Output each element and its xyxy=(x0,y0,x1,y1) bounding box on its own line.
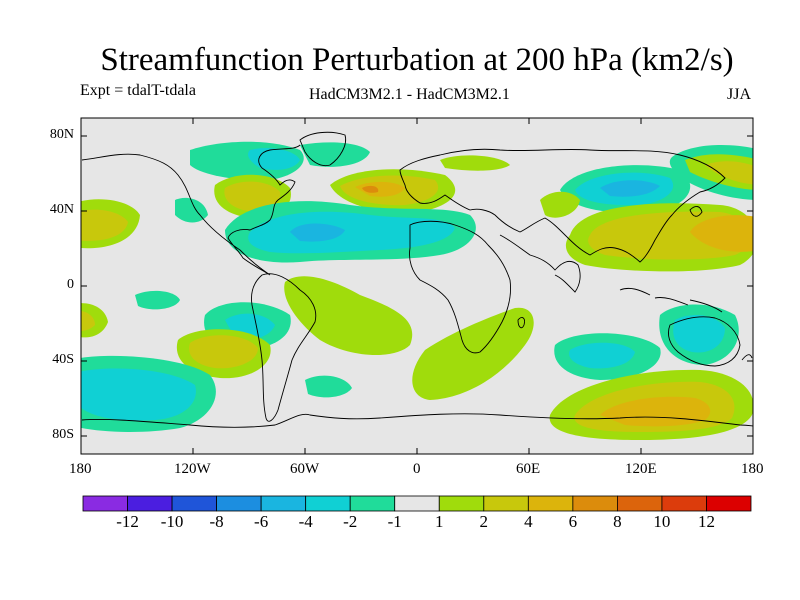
colorbar-swatch xyxy=(260,495,307,512)
colorbar-tick-label: 6 xyxy=(568,512,578,531)
colorbar-tick-label: -2 xyxy=(343,512,358,531)
lat-label-0: 0 xyxy=(67,277,74,292)
lon-label-180e: 180 xyxy=(741,461,764,477)
colorbar-swatch xyxy=(572,495,618,512)
lon-label-60w: 60W xyxy=(290,461,320,477)
lon-label-60e: 60E xyxy=(516,461,541,477)
colorbar-swatch xyxy=(438,495,485,512)
lon-label-180w: 180 xyxy=(69,461,92,477)
lat-label-80n: 80N xyxy=(49,127,74,142)
lon-label-120w: 120W xyxy=(174,461,211,477)
colorbar-tick-label: 1 xyxy=(435,512,444,531)
colorbar-tick-label: 12 xyxy=(697,512,715,531)
map-title: Streamfunction Perturbation at 200 hPa (… xyxy=(100,42,734,78)
colorbar xyxy=(82,495,752,512)
colorbar-tick-label: -8 xyxy=(209,512,224,531)
axis-ticks xyxy=(81,118,753,454)
colorbar-swatch xyxy=(216,495,262,512)
colorbar-swatch xyxy=(305,495,351,512)
colorbar-tick-label: 8 xyxy=(613,512,622,531)
colorbar-tick-label: -4 xyxy=(298,512,313,531)
colorbar-tick-label: 4 xyxy=(524,512,533,531)
colorbar-swatch xyxy=(483,495,529,512)
colorbar-swatch xyxy=(706,495,752,512)
colorbar-tick-label: 2 xyxy=(479,512,489,531)
models-label: HadCM3M2.1 - HadCM3M2.1 xyxy=(309,86,510,103)
lon-label-0: 0 xyxy=(413,461,421,477)
colorbar-tick-label: -10 xyxy=(160,512,184,531)
colorbar-swatch xyxy=(171,495,217,512)
lon-label-120e: 120E xyxy=(625,461,657,477)
colorbar-swatch xyxy=(394,495,440,512)
season-label: JJA xyxy=(727,86,752,103)
colorbar-swatch xyxy=(617,495,663,512)
colorbar-swatch xyxy=(527,495,574,512)
colorbar-tick-label: -12 xyxy=(116,512,139,531)
experiment-label: Expt = tdalT-tdala xyxy=(80,82,196,99)
colorbar-tick-label: -1 xyxy=(387,512,402,531)
lat-label-80s: 80S xyxy=(52,427,74,442)
colorbar-swatch xyxy=(349,495,396,512)
lat-label-40n: 40N xyxy=(49,202,74,217)
coastlines xyxy=(81,131,753,428)
colorbar-tick-label: 10 xyxy=(653,512,671,531)
lat-label-40s: 40S xyxy=(52,352,74,367)
colorbar-tick-label: -6 xyxy=(254,512,269,531)
colorbar-swatch xyxy=(661,495,707,512)
colorbar-swatch xyxy=(82,495,128,512)
colorbar-swatch xyxy=(127,495,173,512)
